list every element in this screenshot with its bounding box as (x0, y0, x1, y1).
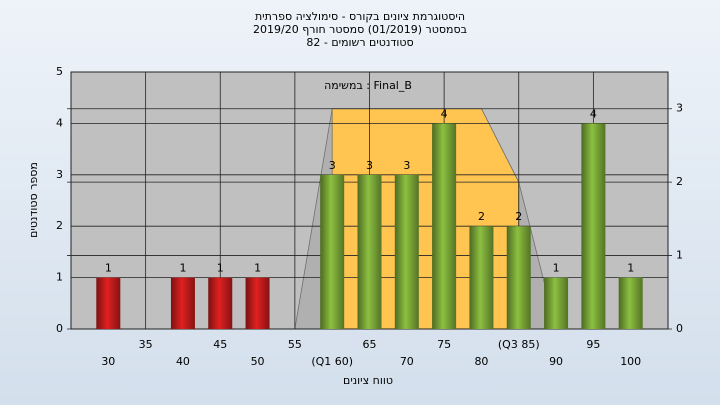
y-tick-label: 5 (56, 65, 63, 78)
x-tick-label: 100 (620, 355, 641, 368)
y2-tick-label: 0 (676, 322, 683, 335)
x-tick-label: 45 (213, 338, 227, 351)
value-label: 2 (515, 210, 522, 223)
value-label: 4 (590, 107, 597, 120)
value-label: 2 (478, 210, 485, 223)
bar (581, 123, 606, 330)
x-axis-label: טווח ציונים (343, 374, 393, 387)
y2-tick-label: 1 (676, 249, 683, 262)
x-tick-label: 40 (176, 355, 190, 368)
x-tick-label: 95 (586, 338, 600, 351)
bar (208, 277, 233, 329)
y-tick-label: 1 (56, 271, 63, 284)
x-tick-label: 30 (101, 355, 115, 368)
x-tick-label: 90 (549, 355, 563, 368)
chart-subtitle: בסמסטר (01/2019) סמסטר חורף 2019/20 (253, 23, 467, 36)
chart-title: היסטוגרמת ציונים בקורס - סימולציה ספרתית (255, 10, 465, 23)
chart-subtitle: סטודנטים רשומים - 82 (306, 36, 413, 49)
y2-tick-label: 3 (676, 102, 683, 115)
x-tick-label: 75 (437, 338, 451, 351)
bar (618, 277, 643, 329)
x-tick-label: 80 (474, 355, 488, 368)
value-label: 3 (329, 159, 336, 172)
y-tick-label: 0 (56, 322, 63, 335)
x-tick-label: 50 (251, 355, 265, 368)
y-tick-label: 2 (56, 219, 63, 232)
value-label: 3 (366, 159, 373, 172)
bar (320, 174, 345, 329)
value-label: 4 (441, 107, 448, 120)
annotation: Final_B : במשימה (324, 79, 412, 92)
bar (544, 277, 569, 329)
x-tick-label: (Q3 85) (498, 338, 540, 351)
bar (357, 174, 382, 329)
x-tick-label: 70 (400, 355, 414, 368)
x-tick-label: 35 (139, 338, 153, 351)
bar (96, 277, 121, 329)
value-label: 3 (403, 159, 410, 172)
bar (469, 226, 494, 329)
value-label: 1 (553, 262, 560, 275)
y-tick-label: 3 (56, 168, 63, 181)
value-label: 1 (627, 262, 634, 275)
y-tick-label: 4 (56, 116, 63, 129)
x-tick-label: 65 (363, 338, 377, 351)
bar (432, 123, 457, 330)
bar (245, 277, 270, 329)
value-label: 1 (217, 262, 224, 275)
value-label: 1 (254, 262, 261, 275)
y-axis-label: מספר סטודנטים (27, 162, 40, 238)
bar (506, 226, 531, 329)
value-label: 1 (105, 262, 112, 275)
x-tick-label: 55 (288, 338, 302, 351)
y2-tick-label: 2 (676, 175, 683, 188)
value-label: 1 (179, 262, 186, 275)
x-tick-label: (Q1 60) (311, 355, 353, 368)
bar (170, 277, 195, 329)
bar (394, 174, 419, 329)
